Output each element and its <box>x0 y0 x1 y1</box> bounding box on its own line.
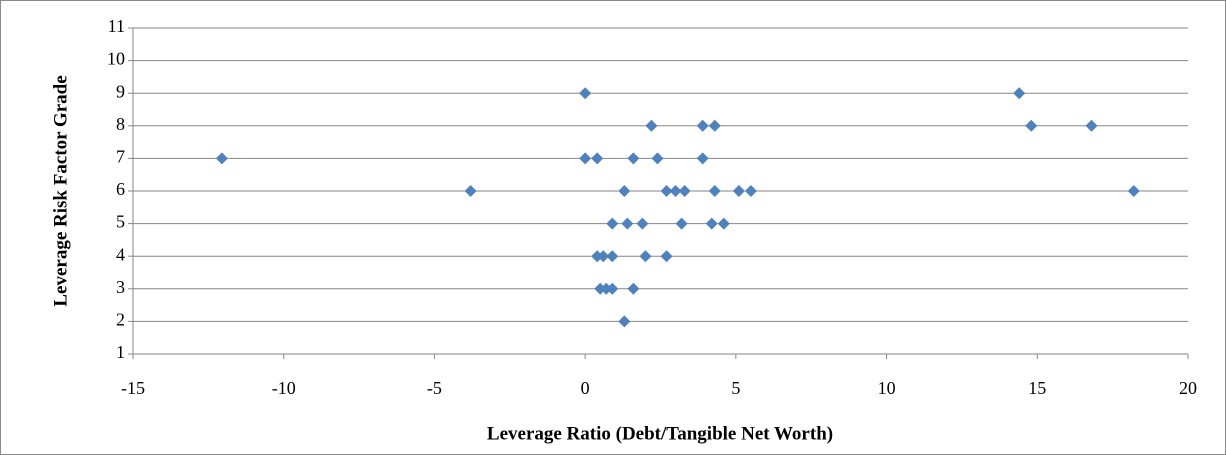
scatter-point <box>705 217 718 230</box>
y-axis-title: Leverage Risk Factor Grade <box>50 75 71 306</box>
scatter-point <box>618 185 631 197</box>
scatter-point <box>1127 185 1140 197</box>
x-tick-label: -5 <box>427 378 442 398</box>
x-tick-label: 10 <box>878 378 896 398</box>
scatter-point <box>597 250 610 263</box>
scatter-point <box>215 152 228 165</box>
scatter-point <box>696 119 709 132</box>
scatter-point <box>591 250 604 263</box>
scatter-point <box>678 185 691 197</box>
scatter-point <box>1085 119 1098 132</box>
scatter-point <box>708 119 721 132</box>
scatter-point <box>717 217 730 230</box>
y-tick-label: 5 <box>116 212 125 232</box>
x-tick-label: 0 <box>581 378 590 398</box>
scatter-point <box>696 152 709 165</box>
scatter-point <box>669 185 682 197</box>
scatter-point <box>675 217 688 230</box>
scatter-point <box>606 250 619 263</box>
x-tick-label: 20 <box>1179 378 1197 398</box>
scatter-point <box>591 152 604 165</box>
y-tick-label: 6 <box>116 179 125 199</box>
scatter-point <box>627 282 640 295</box>
scatter-point <box>651 152 664 165</box>
y-tick-label: 3 <box>116 277 125 297</box>
y-tick-label: 2 <box>116 310 125 330</box>
y-tick-label: 7 <box>116 147 125 167</box>
y-tick-label: 10 <box>107 49 125 69</box>
scatter-point <box>645 119 658 132</box>
scatter-point <box>732 185 745 197</box>
scatter-point <box>1013 87 1026 100</box>
scatter-point <box>579 152 592 165</box>
scatter-point <box>579 87 592 100</box>
scatter-point <box>621 217 634 230</box>
scatter-point <box>594 282 607 295</box>
y-tick-label: 11 <box>108 16 125 36</box>
scatter-point <box>600 282 613 295</box>
x-tick-label: 15 <box>1028 378 1046 398</box>
scatter-point <box>660 185 673 197</box>
x-tick-label: -10 <box>272 378 296 398</box>
scatter-point <box>1025 119 1038 132</box>
y-tick-label: 9 <box>116 81 125 101</box>
scatter-point <box>636 217 649 230</box>
y-tick-label: 1 <box>116 342 125 362</box>
x-tick-label: 5 <box>731 378 740 398</box>
y-tick-label: 4 <box>116 244 125 264</box>
x-tick-label: -15 <box>121 378 145 398</box>
scatter-point <box>639 250 652 263</box>
scatter-point <box>627 152 640 165</box>
scatter-point <box>618 315 631 328</box>
y-tick-label: 8 <box>116 114 125 134</box>
scatter-point <box>464 185 477 197</box>
scatter-point <box>606 217 619 230</box>
x-axis-title: Leverage Ratio (Debt/Tangible Net Worth) <box>487 423 833 444</box>
scatter-point <box>744 185 757 197</box>
scatter-point <box>708 185 721 197</box>
scatter-point <box>660 250 673 263</box>
scatter-point <box>606 282 619 295</box>
